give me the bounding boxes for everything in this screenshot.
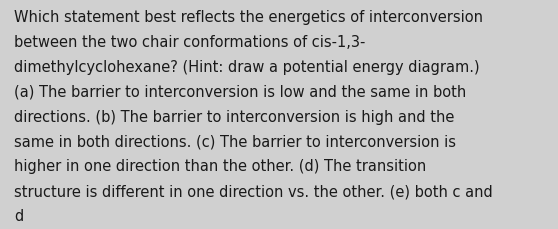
Text: higher in one direction than the other. (d) The transition: higher in one direction than the other. … — [14, 159, 426, 174]
Text: between the two chair conformations of cis-1,3-: between the two chair conformations of c… — [14, 35, 365, 50]
Text: (a) The barrier to interconversion is low and the same in both: (a) The barrier to interconversion is lo… — [14, 85, 466, 99]
Text: same in both directions. (c) The barrier to interconversion is: same in both directions. (c) The barrier… — [14, 134, 456, 149]
Text: structure is different in one direction vs. the other. (e) both c and: structure is different in one direction … — [14, 183, 493, 198]
Text: d: d — [14, 208, 23, 223]
Text: Which statement best reflects the energetics of interconversion: Which statement best reflects the energe… — [14, 10, 483, 25]
Text: dimethylcyclohexane? (Hint: draw a potential energy diagram.): dimethylcyclohexane? (Hint: draw a poten… — [14, 60, 479, 75]
Text: directions. (b) The barrier to interconversion is high and the: directions. (b) The barrier to interconv… — [14, 109, 454, 124]
